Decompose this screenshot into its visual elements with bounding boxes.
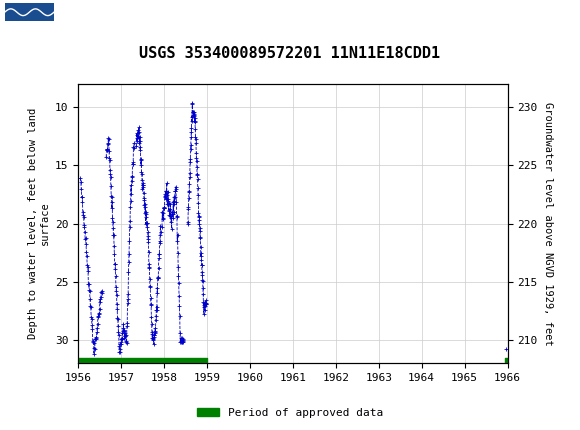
Legend: Period of approved data: Period of approved data <box>193 403 387 422</box>
Y-axis label: Depth to water level, feet below land
surface: Depth to water level, feet below land su… <box>28 108 49 339</box>
Bar <box>5 3 54 39</box>
Text: USGS 353400089572201 11N11E18CDD1: USGS 353400089572201 11N11E18CDD1 <box>139 46 441 61</box>
Text: USGS: USGS <box>60 14 107 28</box>
Bar <box>5 3 54 21</box>
Y-axis label: Groundwater level above NGVD 1929, feet: Groundwater level above NGVD 1929, feet <box>543 102 553 345</box>
